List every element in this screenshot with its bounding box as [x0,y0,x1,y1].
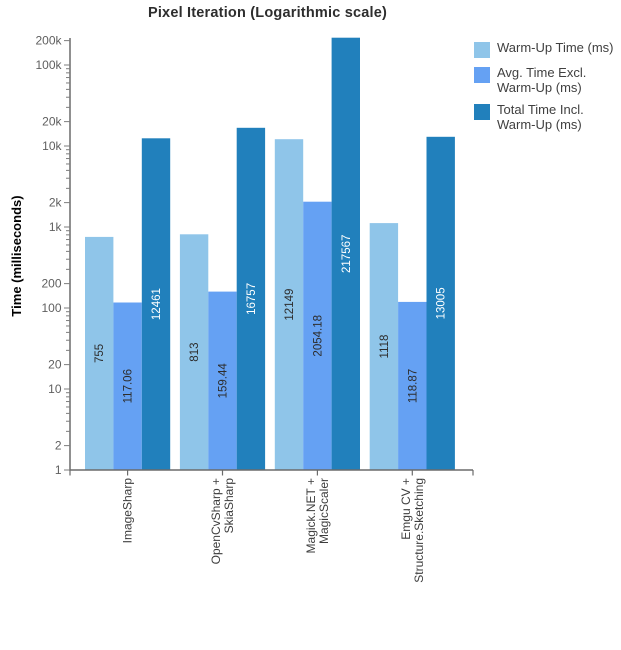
y-tick-label: 200k [35,34,62,48]
bar-series1-cat3 [398,301,427,470]
bar-value-label: 217567 [341,235,353,273]
category-label-3: Emgu CV +Structure.Sketching [399,478,426,583]
y-tick-label: 1 [55,463,62,477]
bar-value-label: 755 [94,344,106,363]
bar-value-label: 12461 [151,288,163,320]
bar-series0-cat1 [179,234,209,470]
bar-series2-cat3 [426,136,455,471]
bar-value-label: 118.87 [407,369,419,403]
legend-item-avg-time-excl: Avg. Time Excl. Warm-Up (ms) [474,65,614,95]
chart-title: Pixel Iteration (Logarithmic scale) [147,5,388,21]
legend-swatch-avg-time-excl [474,67,490,83]
legend-swatch-warmup-time [474,42,490,58]
bar-series2-cat2 [331,37,360,470]
bar-value-label: 1118 [379,335,391,359]
y-tick-label: 20k [42,115,62,129]
bar-value-label: 117.06 [123,369,135,403]
legend-item-total-time-incl: Total Time Incl. Warm-Up (ms) [474,102,614,132]
y-tick-label: 2k [49,196,63,210]
bar-series1-cat0 [113,302,142,470]
bar-value-label: 2054.18 [312,315,324,357]
legend-item-warmup-time: Warm-Up Time (ms) [474,40,614,58]
bar-series1-cat1 [208,291,237,470]
category-label-0: ImageSharp [121,478,135,544]
y-tick-label: 1k [49,220,63,234]
legend-label-total-time-incl: Total Time Incl. Warm-Up (ms) [497,102,584,132]
bar-value-label: 16757 [246,283,258,315]
y-tick-label: 100k [35,58,62,72]
y-tick-label: 200 [41,277,61,291]
bar-value-label: 13005 [436,287,448,319]
bar-value-label: 813 [189,343,201,362]
y-tick-label: 100 [41,301,61,315]
category-label-2: Magick.NET +MagicScaler [304,478,331,553]
legend-label-avg-time-excl: Avg. Time Excl. Warm-Up (ms) [497,65,587,95]
y-tick-label: 20 [48,358,62,372]
bar-series1-cat2 [303,201,332,470]
y-axis-title: Time (milliseconds) [9,195,24,316]
bar-series2-cat0 [141,138,171,471]
bar-series0-cat0 [85,236,114,470]
bar-series2-cat1 [236,127,266,471]
bar-series0-cat2 [274,139,304,470]
category-label-1: OpenCvSharp +SkiaSharp [209,478,236,565]
bar-value-label: 159.44 [218,363,230,399]
legend-swatch-total-time-incl [474,104,490,120]
y-tick-label: 10 [48,382,62,396]
bar-series0-cat3 [369,223,399,470]
legend-label-warmup-time: Warm-Up Time (ms) [497,40,614,55]
legend: Warm-Up Time (ms) Avg. Time Excl. Warm-U… [474,40,614,140]
y-tick-label: 2 [55,439,62,453]
bar-value-label: 12149 [284,289,296,321]
y-tick-label: 10k [42,139,62,153]
